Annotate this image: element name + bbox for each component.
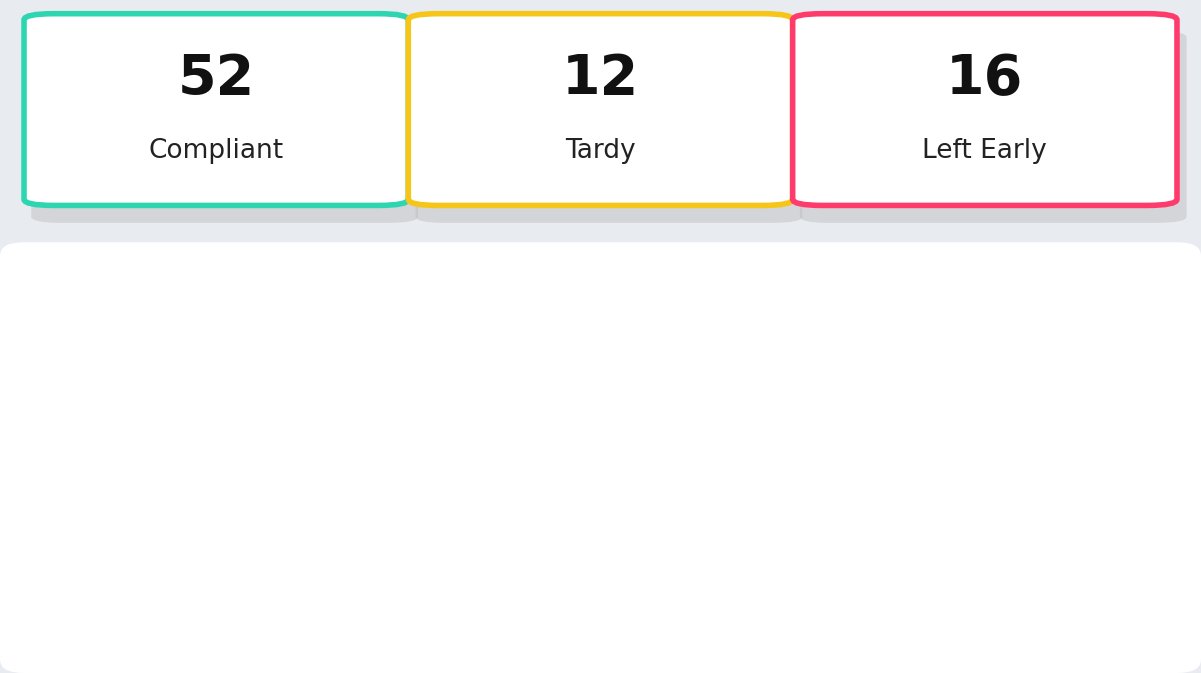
Bar: [131, 404, 178, 559]
Bar: [178, 501, 223, 559]
Bar: [602, 501, 647, 559]
Text: Tardy: Tardy: [566, 138, 635, 164]
Bar: [647, 501, 694, 559]
Text: Compliant: Compliant: [149, 138, 283, 164]
FancyBboxPatch shape: [31, 31, 418, 223]
Bar: [436, 481, 483, 559]
FancyBboxPatch shape: [793, 13, 1177, 205]
Bar: [389, 520, 436, 559]
Text: 16: 16: [946, 52, 1023, 106]
FancyBboxPatch shape: [416, 31, 802, 223]
Legend: Compliant, Tardy, Left Early: Compliant, Tardy, Left Early: [410, 637, 839, 672]
FancyBboxPatch shape: [800, 31, 1187, 223]
Bar: [979, 365, 1026, 559]
Bar: [223, 520, 270, 559]
FancyBboxPatch shape: [408, 13, 793, 205]
Bar: [1026, 539, 1071, 559]
Bar: [813, 501, 860, 559]
Text: 12: 12: [562, 52, 639, 106]
Bar: [1071, 501, 1118, 559]
Bar: [342, 346, 389, 559]
Bar: [860, 481, 907, 559]
Text: Left Early: Left Early: [922, 138, 1047, 164]
Text: 52: 52: [178, 52, 255, 106]
FancyBboxPatch shape: [24, 13, 408, 205]
Bar: [766, 384, 813, 559]
Bar: [555, 288, 602, 559]
